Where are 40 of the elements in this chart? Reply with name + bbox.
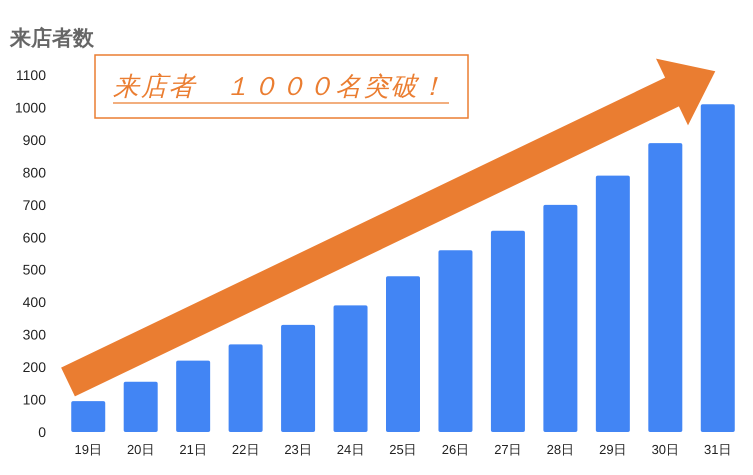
y-tick-label: 400 — [22, 294, 46, 310]
bar — [71, 401, 106, 432]
y-tick-label: 200 — [22, 359, 46, 376]
y-tick-label: 600 — [22, 229, 46, 246]
x-tick-label: 20日 — [126, 442, 154, 457]
x-tick-label: 25日 — [389, 442, 417, 457]
x-tick-label: 28日 — [546, 442, 574, 457]
x-tick-label: 26日 — [442, 442, 470, 457]
bar — [281, 324, 316, 432]
bar — [490, 230, 525, 432]
annotation: 来店者 １０００名突破！ — [113, 72, 445, 101]
bar — [596, 176, 630, 432]
x-tick-label: 22日 — [232, 442, 260, 457]
chart-title: 来店者数 — [9, 26, 95, 50]
x-tick-label: 29日 — [599, 442, 627, 457]
x-tick-label: 23日 — [284, 442, 312, 457]
y-tick-label: 0 — [38, 424, 46, 440]
x-tick-label: 24日 — [336, 442, 364, 457]
x-tick-label: 19日 — [74, 442, 102, 457]
x-tick-label: 21日 — [179, 442, 207, 457]
y-tick-label: 300 — [22, 326, 46, 343]
x-tick-label: 27日 — [494, 442, 522, 457]
y-tick-label: 900 — [22, 132, 46, 148]
x-tick-label: 31日 — [704, 442, 732, 457]
x-tick-label: 30日 — [652, 442, 680, 457]
y-tick-label: 500 — [22, 262, 46, 278]
y-tick-label: 1000 — [14, 99, 46, 116]
y-tick-label: 800 — [22, 164, 46, 180]
bar — [386, 276, 420, 432]
bar — [228, 344, 263, 432]
bar — [543, 204, 578, 432]
bar — [438, 250, 472, 432]
bar — [648, 143, 682, 432]
bar — [176, 360, 210, 432]
y-tick-label: 700 — [22, 196, 46, 213]
y-tick-label: 100 — [22, 392, 46, 408]
bar — [700, 104, 735, 432]
bar — [334, 305, 368, 432]
y-tick-label: 1100 — [16, 67, 46, 83]
bar — [124, 382, 158, 432]
